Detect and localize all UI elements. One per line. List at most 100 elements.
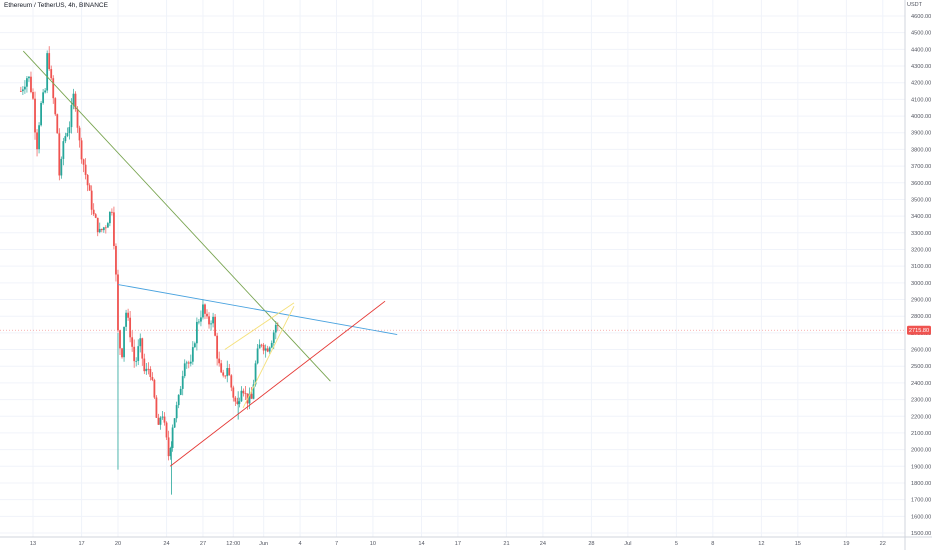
candle-body	[113, 212, 115, 246]
candle-body	[129, 317, 132, 338]
candle-body	[228, 368, 231, 376]
candle-body	[195, 321, 198, 344]
candle-body	[78, 127, 81, 141]
candle-body	[157, 417, 160, 425]
candle-body	[216, 335, 219, 359]
time-tick-label: 15	[795, 541, 801, 547]
candle-body	[24, 86, 26, 90]
candle-body	[264, 348, 267, 351]
candle-body	[272, 332, 275, 343]
price-tick-label: 2800.00	[911, 314, 931, 320]
candle-body	[28, 76, 30, 79]
price-tick-label: 4400.00	[911, 47, 931, 53]
candle-body	[64, 136, 67, 142]
last-price-label: 2715.80	[909, 328, 929, 334]
price-tick-label: 3500.00	[911, 197, 931, 203]
candle-body	[131, 337, 134, 347]
candle-body	[106, 223, 109, 228]
candle-body	[270, 342, 273, 348]
time-tick-label: 7	[335, 541, 338, 547]
candle-body	[218, 358, 221, 364]
candle-body	[204, 304, 206, 314]
last-price-tag	[907, 325, 931, 335]
candle-body	[189, 361, 192, 364]
time-tick-label: 21	[503, 541, 509, 547]
candle-body	[226, 368, 229, 377]
candle-body	[268, 347, 271, 352]
price-unit: USDT	[907, 2, 922, 8]
triangle-lower-line	[169, 300, 386, 467]
candle-body	[147, 368, 150, 370]
candle-body	[210, 323, 212, 325]
candle-body	[183, 363, 186, 377]
candle-body	[173, 418, 176, 428]
time-tick-label: 12:00	[226, 541, 240, 547]
candle-body	[34, 98, 36, 133]
candle-body	[115, 245, 117, 275]
price-tick-label: 3000.00	[911, 281, 931, 287]
price-tick-label: 3300.00	[911, 231, 931, 237]
candle-body	[42, 92, 45, 103]
time-tick-label: 24	[163, 541, 169, 547]
candle-body	[76, 109, 79, 128]
candle-body	[262, 344, 265, 351]
triangle-upper-line	[117, 284, 398, 335]
candle-body	[70, 105, 73, 128]
time-tick-label: 27	[200, 541, 206, 547]
candle-body	[179, 388, 182, 395]
candle-body	[252, 384, 255, 399]
time-tick-label: 14	[418, 541, 424, 547]
candle-body	[155, 397, 158, 418]
candle-body	[149, 368, 152, 378]
price-tick-label: 3100.00	[911, 264, 931, 270]
candle-body	[127, 312, 129, 318]
candle-body	[135, 360, 138, 362]
candle-body	[50, 69, 53, 79]
candle-body	[30, 76, 32, 93]
candle-body	[54, 98, 57, 115]
candle-body	[260, 344, 263, 346]
candle-body	[125, 312, 127, 327]
candle-body	[72, 93, 75, 106]
candle-body	[48, 53, 51, 70]
candle-body	[88, 185, 91, 191]
candle-body	[222, 372, 225, 376]
candle-body	[117, 274, 119, 331]
candle-body	[214, 316, 216, 336]
candle-body	[94, 214, 97, 218]
price-tick-label: 3200.00	[911, 247, 931, 253]
time-tick-label: 19	[843, 541, 849, 547]
candle-body	[254, 363, 257, 385]
candle-body	[98, 228, 101, 233]
candle-body	[171, 427, 174, 448]
candle-body	[244, 393, 247, 395]
candle-body	[60, 158, 63, 176]
candle-body	[250, 393, 253, 399]
candle-body	[266, 348, 269, 352]
time-tick-label: 22	[880, 541, 886, 547]
price-tick-label: 2500.00	[911, 364, 931, 370]
price-tick-label: 2000.00	[911, 448, 931, 454]
candle-body	[84, 164, 87, 175]
candle-body	[224, 375, 227, 377]
candle-body	[256, 348, 259, 364]
time-tick-label: 24	[540, 541, 546, 547]
candle-body	[185, 362, 188, 364]
candle-body	[66, 133, 69, 137]
candle-body	[234, 397, 237, 402]
channel-line-upper	[224, 302, 295, 350]
chart-title: Ethereum / TetherUS, 4h, BINANCE	[4, 2, 108, 9]
price-tick-label: 4000.00	[911, 114, 931, 120]
candle-body	[143, 358, 146, 372]
time-tick-label: 10	[370, 541, 376, 547]
price-tick-label: 1700.00	[911, 498, 931, 504]
price-tick-label: 2200.00	[911, 414, 931, 420]
candle-body	[198, 321, 200, 323]
candle-body	[68, 127, 71, 134]
price-tick-label: 2400.00	[911, 381, 931, 387]
candle-body	[21, 89, 24, 92]
candle-body	[212, 316, 214, 324]
candle-body	[151, 377, 154, 380]
candle-body	[52, 78, 55, 99]
